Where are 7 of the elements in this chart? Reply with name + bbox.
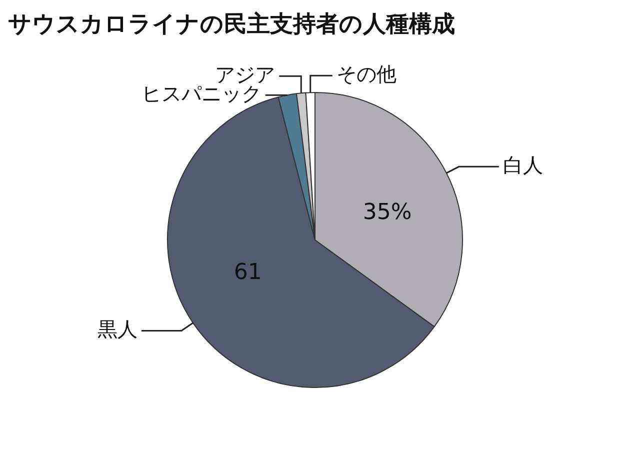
slice-label: 黒人: [97, 316, 138, 341]
data-label: 35%: [362, 200, 412, 225]
data-label: 61: [234, 260, 262, 285]
slice-label: その他: [336, 62, 396, 86]
chart-title: サウスカロライナの民主支持者の人種構成: [8, 10, 455, 38]
slice-label: アジア: [215, 62, 276, 86]
slice-label: 白人: [502, 152, 543, 177]
